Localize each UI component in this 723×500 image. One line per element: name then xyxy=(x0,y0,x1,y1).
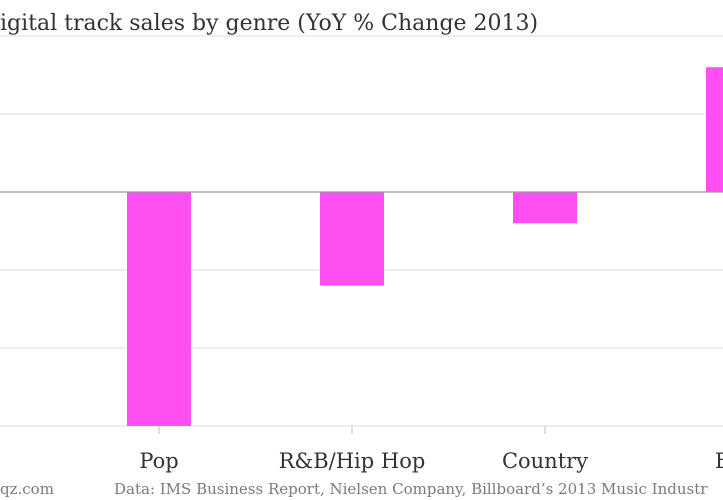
bar-pop xyxy=(127,192,191,426)
bar-elec xyxy=(706,67,723,192)
category-label: Country xyxy=(502,449,588,473)
category-label: R&B/Hip Hop xyxy=(279,449,426,473)
category-labels: ckPopR&B/Hip HopCountryElec xyxy=(139,449,723,473)
bar-country xyxy=(513,192,577,224)
footer-site: qz.com xyxy=(0,480,54,498)
footer-source: Data: IMS Business Report, Nielsen Compa… xyxy=(114,480,708,498)
chart-title: igital track sales by genre (YoY % Chang… xyxy=(0,11,538,36)
bar-r-b-hip-hop xyxy=(320,192,384,286)
category-label: Pop xyxy=(139,449,178,473)
x-axis-ticks xyxy=(158,426,546,434)
bars xyxy=(127,67,723,426)
category-label: Elec xyxy=(715,449,723,473)
